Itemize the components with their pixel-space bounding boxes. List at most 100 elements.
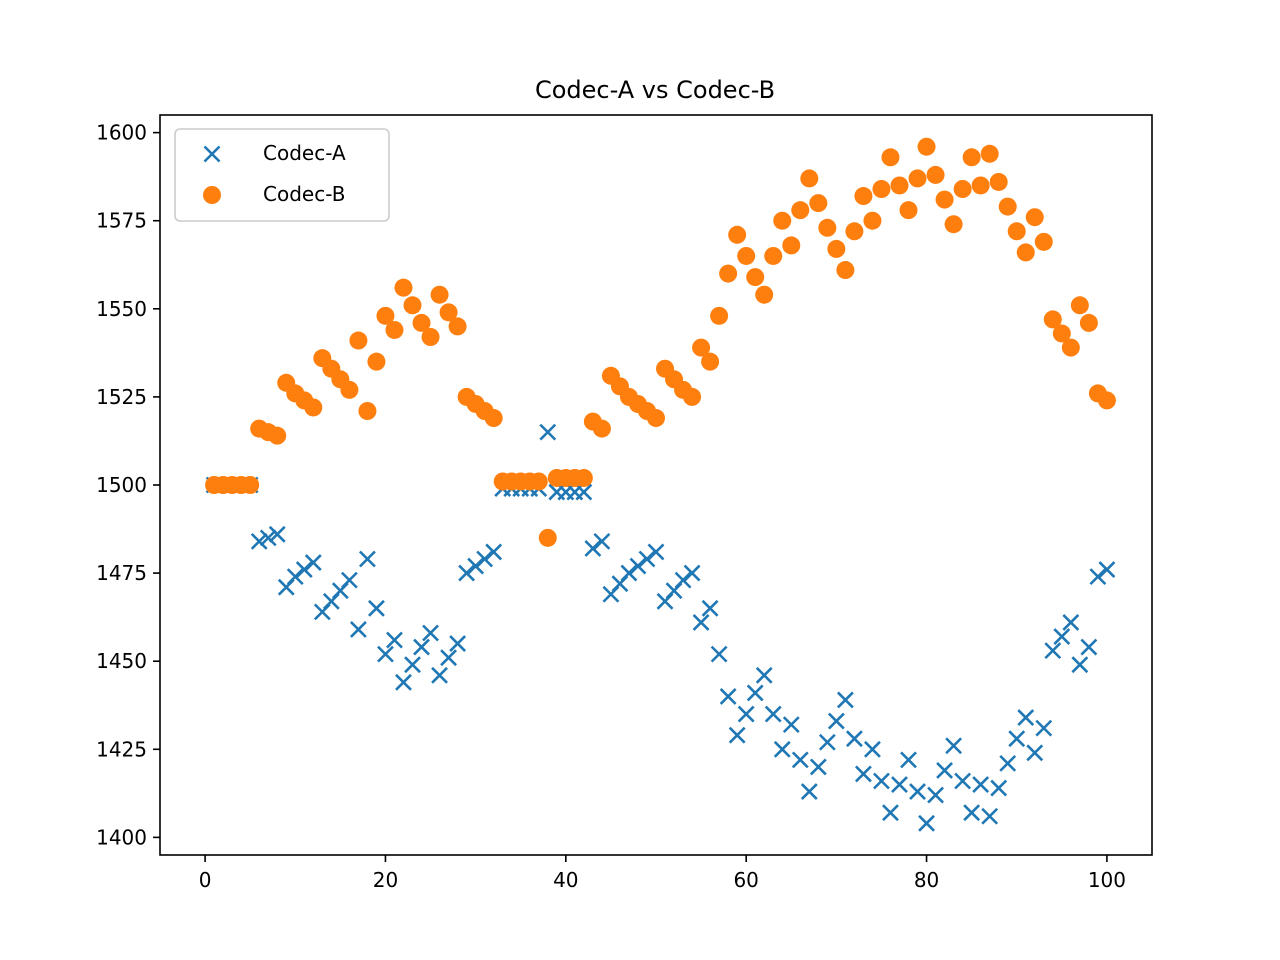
data-point-codec-a [295,561,313,578]
data-point-codec-a [737,705,755,723]
y-tick-label: 1500 [96,473,147,497]
data-point-codec-a [972,776,990,793]
data-point-codec-a [1035,719,1053,737]
data-point-codec-a [782,716,800,734]
data-point-codec-a [268,525,286,543]
data-point-codec-b [1007,222,1026,241]
data-point-codec-a [864,740,881,758]
data-point-codec-b [304,398,323,417]
data-point-codec-b [1016,243,1035,262]
data-point-codec-b [980,144,999,163]
data-point-codec-a [1080,638,1098,656]
data-point-codec-a [368,599,385,617]
data-point-codec-a [638,550,656,568]
legend-marker-codec-b [203,186,221,204]
data-point-codec-a [440,649,458,667]
data-point-codec-b [935,190,954,209]
data-point-codec-b [394,278,413,297]
data-point-codec-a [936,762,954,779]
data-point-codec-a [701,599,719,617]
x-axis: 0 20 40 60 80 100 [199,855,1126,892]
data-point-codec-b [692,338,711,357]
data-point-codec-a [304,554,322,571]
legend-markers [203,145,221,204]
data-point-codec-b [1052,324,1071,343]
data-point-codec-a [719,688,737,705]
y-tick-label: 1575 [96,209,147,233]
data-point-codec-b [529,472,548,491]
data-point-codec-b [448,317,467,336]
data-point-codec-b [818,218,837,237]
data-point-codec-a [395,673,412,691]
data-point-codec-a [620,564,638,582]
data-point-codec-a [1098,561,1116,578]
data-point-codec-b [854,187,873,206]
data-point-codec-b [340,380,359,399]
data-point-codec-b [836,261,855,280]
data-point-codec-b [367,352,386,371]
chart-title: Codec-A vs Codec-B [535,76,775,104]
plot-area [205,137,1116,832]
data-point-codec-b [701,352,720,371]
data-point-codec-a [692,614,710,631]
x-tick-label: 80 [914,868,939,892]
legend: Codec-A Codec-B [174,128,390,222]
data-point-codec-b [403,296,422,315]
data-point-codec-a [728,726,746,744]
data-point-codec-a [927,786,944,804]
data-point-codec-a [250,532,268,550]
data-point-codec-b [962,148,981,167]
data-point-codec-b [926,165,945,184]
data-point-codec-a [629,557,647,575]
data-point-codec-b [881,148,900,167]
legend-marker-codec-a [203,145,221,163]
x-tick-label: 100 [1088,868,1126,892]
data-point-codec-a [963,804,981,822]
data-point-codec-b [268,426,287,445]
data-point-codec-a [981,807,999,825]
data-point-codec-b [358,402,377,420]
data-point-codec-a [358,550,376,568]
data-point-codec-b [944,215,963,234]
data-point-codec-b [863,211,882,230]
data-point-codec-b [385,320,404,339]
data-point-codec-b [574,468,593,487]
data-point-codec-a [809,758,827,776]
data-point-codec-a [710,645,728,663]
data-point-codec-b [728,225,747,244]
y-tick-label: 1550 [96,297,147,321]
data-point-codec-b [791,201,810,220]
legend-box [174,128,390,222]
data-point-codec-a [377,645,394,663]
data-point-codec-a [431,666,448,684]
data-point-codec-a [773,740,791,758]
data-point-codec-a [746,684,764,702]
x-tick-label: 60 [733,868,758,892]
data-point-codec-b [773,211,792,230]
data-point-codec-a [404,656,421,674]
y-tick-label: 1600 [96,121,147,145]
data-point-codec-a [485,543,503,561]
data-point-codec-b [872,180,891,198]
y-tick-label: 1475 [96,561,147,585]
data-point-codec-a [1017,709,1035,726]
data-point-codec-a [827,712,845,730]
data-point-codec-b [592,419,611,438]
data-point-codec-b [827,239,846,258]
data-point-codec-b [484,409,503,428]
data-point-codec-b [809,194,828,213]
data-point-codec-a [900,751,917,769]
legend-label-codec-b: Codec-B [263,182,345,206]
data-point-codec-b [1025,208,1044,227]
data-point-codec-a [755,666,773,684]
data-point-codec-a [386,631,403,649]
data-point-codec-b [538,528,557,547]
axes-frame [159,114,1153,856]
data-point-codec-b [755,285,774,304]
data-point-codec-a [873,772,890,790]
data-point-codec-b [890,176,909,195]
data-point-codec-a [999,754,1017,772]
y-tick-label: 1450 [96,649,147,673]
y-tick-label: 1425 [96,737,147,761]
data-point-codec-a [1062,614,1080,631]
